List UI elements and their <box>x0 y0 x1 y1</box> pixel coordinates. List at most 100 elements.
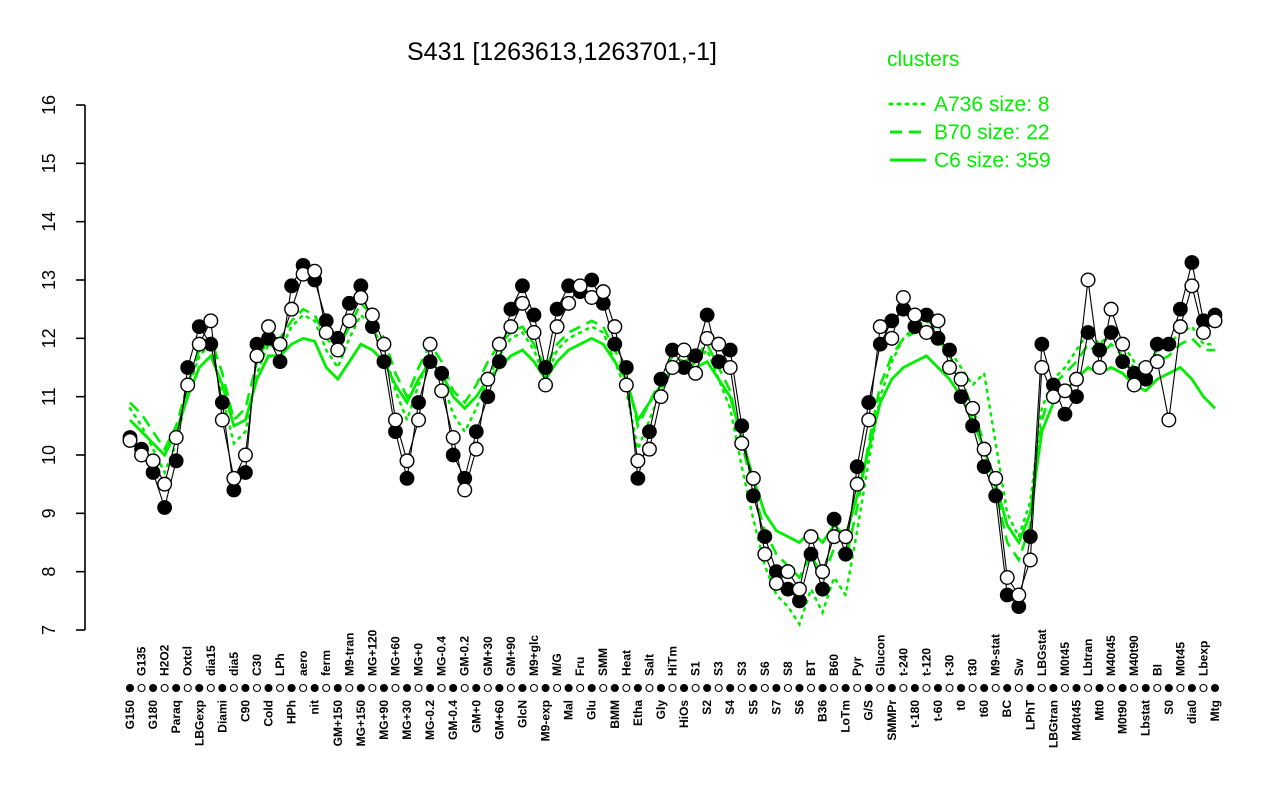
data-point-open <box>214 412 230 428</box>
condition-dot-filled <box>264 683 273 693</box>
condition-dot-open <box>322 683 331 693</box>
condition-dot-filled <box>333 683 342 693</box>
x-category-label: M40t45 <box>1069 700 1083 741</box>
data-point-filled <box>722 342 738 358</box>
x-axis: G150 G135 G180 H2O2 Paraq Oxtcl LBGexp dia15 Dia… <box>123 629 1222 748</box>
x-category-label: S4 <box>723 700 737 715</box>
condition-dot-filled <box>841 683 850 693</box>
data-point-open <box>353 290 369 306</box>
condition-dot-open <box>506 683 515 693</box>
data-point-open <box>699 330 715 346</box>
condition-dot-filled <box>1095 683 1104 693</box>
data-point-open <box>895 290 911 306</box>
data-point-filled <box>157 500 173 515</box>
condition-dot-filled <box>310 683 319 693</box>
data-point-filled <box>434 365 450 381</box>
data-point-open <box>711 336 727 352</box>
data-point-open <box>1045 389 1061 405</box>
condition-dot-open <box>299 683 308 693</box>
data-point-open <box>930 313 946 329</box>
condition-dot-open <box>276 683 285 693</box>
data-point-open <box>688 365 704 381</box>
x-category-label: C90 <box>238 700 252 722</box>
data-point-open <box>999 570 1015 586</box>
data-point-open <box>1115 336 1131 352</box>
data-point-filled <box>272 354 288 370</box>
x-category-label: t-180 <box>908 700 922 728</box>
data-point-open <box>849 476 865 492</box>
condition-dot-open <box>783 683 792 693</box>
data-point-filled <box>584 272 600 288</box>
data-point-filled <box>284 278 299 294</box>
data-point-filled <box>976 459 992 475</box>
x-category-label: MG+90 <box>377 700 391 740</box>
x-category-label: M9-exp <box>539 700 553 741</box>
data-point-open <box>907 307 923 323</box>
data-point-open <box>503 319 519 335</box>
x-category-label: MG+60 <box>388 636 402 676</box>
x-category-label: Oxtcl <box>181 646 195 676</box>
x-category-label: B36 <box>816 700 830 722</box>
data-point-filled <box>549 301 565 317</box>
legend: clusters A736 size: 8 B70 size: 22 C6 si… <box>887 48 1051 172</box>
data-point-open <box>468 441 484 457</box>
x-category-label: G150 <box>123 700 137 730</box>
x-category-label: S5 <box>746 700 760 715</box>
x-category-label: t60 <box>977 700 991 718</box>
data-point-open <box>387 412 403 428</box>
x-category-label: t0 <box>954 700 968 711</box>
condition-dot-filled <box>449 683 458 693</box>
condition-dot-filled <box>795 683 804 693</box>
data-point-filled <box>168 453 184 469</box>
condition-dot-filled <box>1072 683 1081 693</box>
data-point-filled <box>872 336 888 352</box>
data-point-filled <box>191 319 207 335</box>
condition-dot-open <box>899 683 908 693</box>
condition-dot-open <box>876 683 885 693</box>
condition-dot-open <box>160 683 169 693</box>
condition-dot-open <box>414 683 423 693</box>
x-category-label: S0 <box>1162 700 1176 715</box>
x-category-label: SMMPr <box>885 700 899 741</box>
data-point-open <box>1207 313 1223 329</box>
data-point-filled <box>538 360 553 375</box>
data-point-open <box>514 295 530 311</box>
condition-dot-filled <box>1026 683 1035 693</box>
x-category-label: ferm <box>319 650 333 676</box>
x-category-label: Sw <box>1012 658 1026 676</box>
data-point-filled <box>988 488 1004 504</box>
data-point-open <box>1138 360 1154 376</box>
x-category-label: GM+30 <box>481 636 495 676</box>
x-category-label: Heat <box>619 650 633 676</box>
x-category-label: Lbexp <box>1196 641 1210 676</box>
data-point-filled <box>826 511 842 527</box>
data-point-filled <box>1103 325 1119 340</box>
data-point-filled <box>953 389 969 405</box>
x-category-label: t30 <box>966 658 980 676</box>
x-category-label: Pyr <box>850 656 864 676</box>
x-category-label: LBGtran <box>1046 700 1060 748</box>
condition-dot-open <box>483 683 492 693</box>
x-category-label: Gly <box>654 700 668 720</box>
x-category-label: MG+0 <box>412 643 426 676</box>
data-point-open <box>480 371 496 387</box>
plot-series <box>122 255 1223 628</box>
x-category-label: LBGstat <box>1035 629 1049 676</box>
data-point-open <box>191 336 207 352</box>
data-point-filled <box>630 470 646 486</box>
data-point-open <box>572 278 588 294</box>
data-point-open <box>261 319 277 335</box>
x-category-label: S8 <box>781 661 795 676</box>
condition-dot-open <box>460 683 469 693</box>
data-point-filled <box>711 354 727 370</box>
x-category-label: Fru <box>573 657 587 676</box>
condition-dot-open <box>1153 683 1162 693</box>
x-category-label: t-60 <box>931 700 945 722</box>
condition-dot-filled <box>495 683 504 693</box>
condition-dot-open <box>714 683 723 693</box>
x-category-label: Lbstat <box>1139 700 1153 736</box>
x-category-label: B60 <box>827 654 841 676</box>
condition-dot-filled <box>679 683 689 693</box>
x-category-label: M40t45 <box>1104 635 1118 676</box>
x-category-label: S3 <box>735 661 749 676</box>
